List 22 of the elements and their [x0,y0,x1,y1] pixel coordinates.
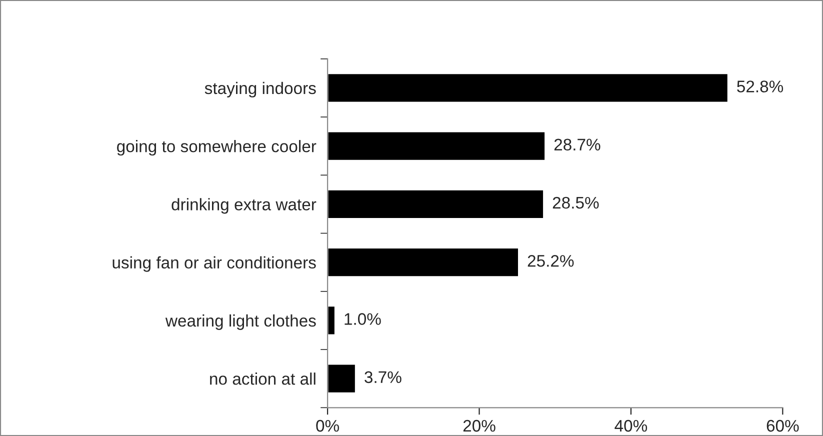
y-tick-label: no action at all [210,372,316,385]
data-label: 25.2% [528,255,574,267]
bar [328,130,546,162]
y-tick-label: going to somewhere cooler [117,140,316,156]
y-tick-label: using fan or air conditioners [112,256,316,272]
y-tick-label: drinking extra water [172,198,316,214]
data-label: 28.7% [554,138,600,151]
bar [328,363,356,394]
x-tick-label: 60% [766,420,799,432]
bar [328,72,729,104]
bar [328,247,520,278]
x-tick-label: 40% [614,420,648,432]
x-tick-label: 0% [316,420,340,432]
bar [328,188,544,220]
data-label: 1.0% [344,313,381,325]
data-label: 52.8% [737,80,784,92]
x-tick-label: 20% [463,420,496,432]
data-label: 28.5% [552,196,599,209]
y-tick-label: staying indoors [204,82,316,98]
y-tick-label: wearing light clothes [165,314,316,330]
data-label: 3.7% [364,371,402,384]
bar [328,305,336,336]
